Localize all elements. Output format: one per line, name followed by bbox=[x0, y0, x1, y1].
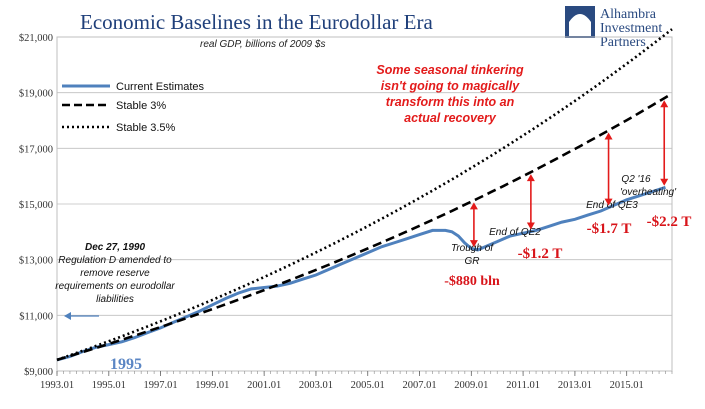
x-tick-label: 1999.01 bbox=[195, 380, 229, 391]
headline-annotation: Some seasonal tinkering isn't going to m… bbox=[376, 63, 524, 125]
gap-arrow-head-up-icon bbox=[604, 132, 613, 140]
x-tick-label: 2001.01 bbox=[247, 380, 281, 391]
x-tick-label: 2015.01 bbox=[610, 380, 644, 391]
qe3-label: End of QE3 bbox=[586, 200, 638, 211]
y-tick-label: $15,000 bbox=[19, 200, 53, 211]
x-tick-label: 1993.01 bbox=[40, 380, 74, 391]
left-arrow-icon bbox=[64, 312, 71, 320]
logo-line-3: Partners bbox=[600, 35, 646, 50]
gap-arrow-head-up-icon bbox=[660, 100, 669, 108]
x-tick-label: 2011.01 bbox=[506, 380, 540, 391]
dec-1990-line-2: remove reserve bbox=[80, 268, 150, 279]
x-tick-label: 2007.01 bbox=[402, 380, 436, 391]
qe2-label: End of QE2 bbox=[489, 227, 541, 238]
brand-logo: Alhambra Investment Partners bbox=[565, 6, 662, 50]
dec-1990-line-1: Regulation D amended to bbox=[58, 255, 172, 266]
legend: Current Estimates Stable 3% Stable 3.5% bbox=[62, 81, 205, 134]
headline-line-1: Some seasonal tinkering bbox=[376, 63, 524, 77]
x-tick-label: 2013.01 bbox=[558, 380, 592, 391]
headline-line-4: actual recovery bbox=[404, 111, 497, 125]
x-tick-label: 2005.01 bbox=[351, 380, 385, 391]
gap-arrow-head-up-icon bbox=[469, 202, 478, 210]
y-tick-label: $9,000 bbox=[24, 367, 53, 378]
x-tick-label: 2003.01 bbox=[299, 380, 333, 391]
gap-2-2-label: -$2.2 T bbox=[647, 214, 692, 230]
gap-arrow-head-down-icon bbox=[604, 198, 613, 206]
y-tick-label: $17,000 bbox=[19, 144, 53, 155]
gridlines bbox=[57, 36, 672, 372]
y-tick-label: $21,000 bbox=[19, 33, 53, 44]
series-line-stable-3 bbox=[56, 92, 673, 362]
gap-1-2-label: -$1.2 T bbox=[518, 246, 563, 262]
gap-arrow-head-up-icon bbox=[526, 174, 535, 182]
headline-line-2: isn't going to magically bbox=[381, 79, 520, 93]
dec-1990-line-3: requirements on eurodollar bbox=[55, 281, 175, 292]
x-tick-label: 1995.01 bbox=[92, 380, 126, 391]
y-tick-label: $13,000 bbox=[19, 256, 53, 267]
y-tick-label: $11,000 bbox=[19, 311, 53, 322]
chart-title: Economic Baselines in the Eurodollar Era bbox=[80, 10, 433, 34]
gap-arrow-head-down-icon bbox=[526, 222, 535, 230]
logo-line-1: Alhambra bbox=[600, 7, 657, 22]
gap-arrow-head-down-icon bbox=[469, 240, 478, 248]
dec-1990-line-4: liabilities bbox=[96, 294, 134, 305]
q2-16-label-2: 'overheating' bbox=[620, 187, 677, 198]
logo-line-2: Investment bbox=[600, 21, 662, 36]
chart-subtitle: real GDP, billions of 2009 $s bbox=[200, 39, 325, 50]
y-tick-label: $19,000 bbox=[19, 89, 53, 100]
legend-label-stable35: Stable 3.5% bbox=[116, 122, 176, 134]
y-axis: $9,000 $11,000 $13,000 $15,000 $17,000 $19,00… bbox=[19, 33, 53, 378]
x-axis: 1993.01 1995.01 1997.01 1999.01 2001.01 2003.… bbox=[40, 371, 673, 391]
logo-icon-arch bbox=[569, 14, 591, 36]
x-tick-label: 2009.01 bbox=[454, 380, 488, 391]
gap-1-7-label: -$1.7 T bbox=[587, 221, 632, 237]
trough-label-1: Trough of bbox=[451, 243, 494, 254]
headline-line-3: transform this into an bbox=[386, 95, 515, 109]
legend-label-stable3: Stable 3% bbox=[116, 100, 166, 112]
series-line-stable-3-5 bbox=[56, 28, 673, 362]
dec-1990-title: Dec 27, 1990 bbox=[85, 242, 145, 253]
x-tick-label: 1997.01 bbox=[144, 380, 178, 391]
series-layer bbox=[56, 28, 673, 362]
gap-arrows bbox=[469, 100, 669, 248]
q2-16-label-1: Q2 '16 bbox=[621, 174, 651, 185]
legend-label-current: Current Estimates bbox=[116, 81, 205, 93]
dec-1990-note: Dec 27, 1990 Regulation D amended to rem… bbox=[55, 242, 175, 320]
trough-label-2: GR bbox=[465, 256, 480, 267]
gap-arrow-head-down-icon bbox=[660, 178, 669, 186]
year-1995-label: 1995 bbox=[110, 356, 142, 373]
gap-880-label: -$880 bln bbox=[444, 274, 500, 289]
